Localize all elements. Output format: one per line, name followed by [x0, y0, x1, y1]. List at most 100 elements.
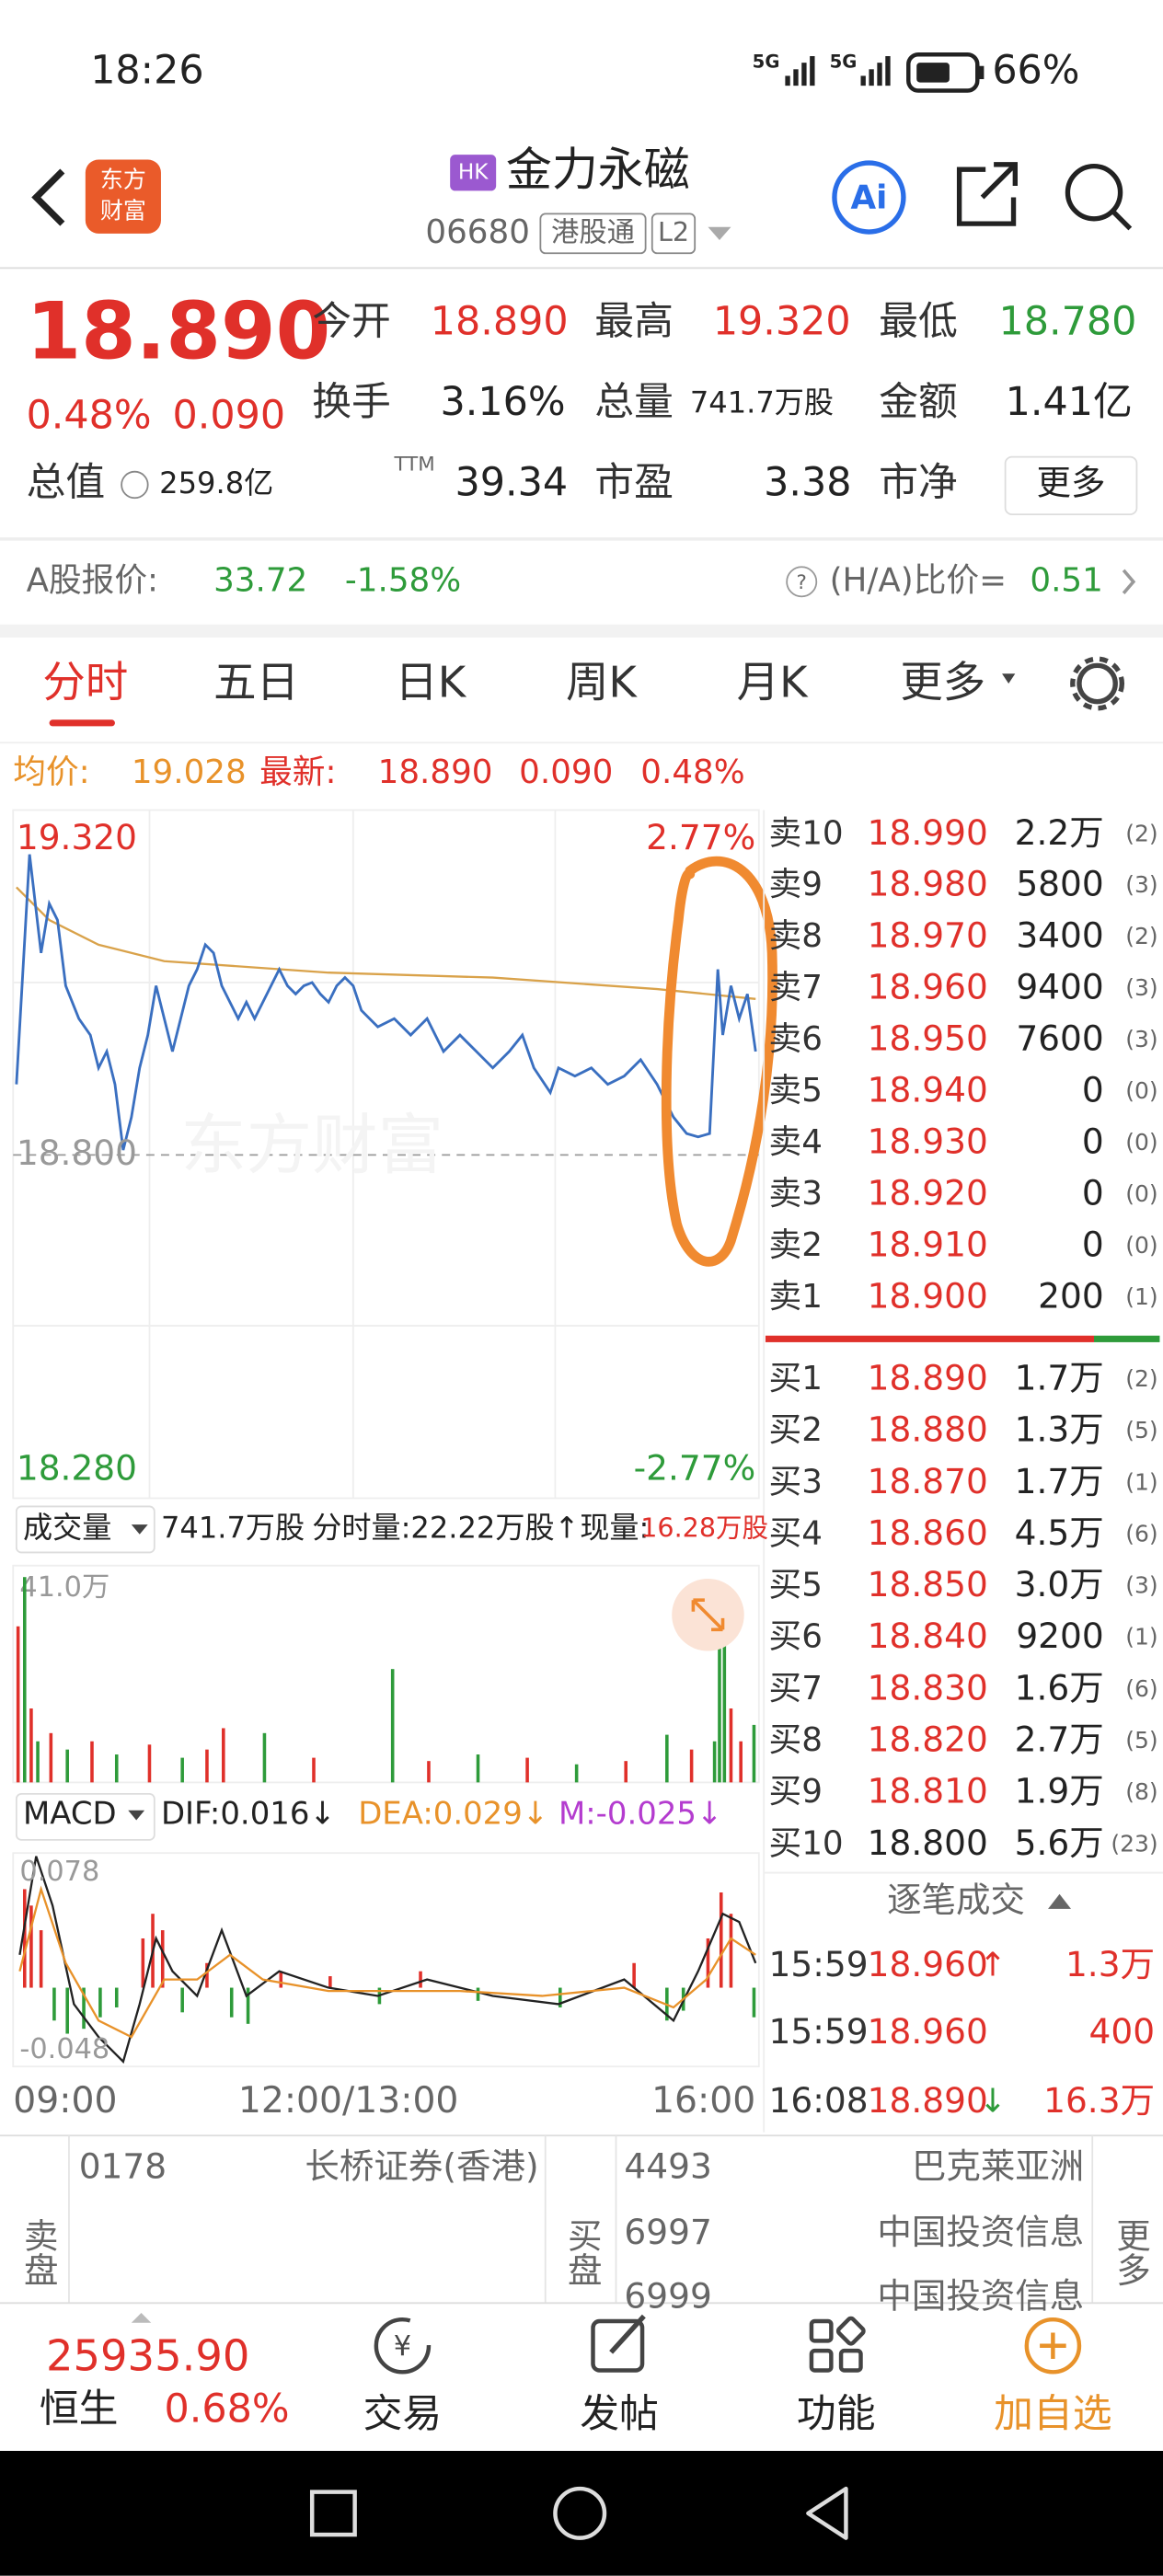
- book-volume: 3.0万: [1015, 1564, 1104, 1604]
- add-watchlist-icon[interactable]: [1024, 2317, 1082, 2375]
- trades-title: 逐笔成交: [887, 1880, 1025, 1920]
- macd-frame: [12, 1852, 760, 2068]
- function-icon[interactable]: [809, 2316, 866, 2373]
- quote-label: 市净: [879, 459, 958, 505]
- book-level: 买9: [769, 1773, 823, 1811]
- book-count: (3): [1125, 1572, 1157, 1599]
- quote-label: 总量: [594, 379, 674, 425]
- book-price: 18.950: [868, 1018, 988, 1059]
- info-icon[interactable]: [121, 470, 149, 500]
- book-count: (6): [1125, 1520, 1157, 1547]
- price-line: [15, 854, 757, 1151]
- book-level: 买5: [769, 1567, 823, 1604]
- nav-label[interactable]: 交易: [363, 2391, 443, 2437]
- book-level: 买3: [769, 1463, 823, 1501]
- a-share-change: -1.58%: [345, 561, 461, 599]
- more-button[interactable]: [1004, 455, 1138, 516]
- sort-icon[interactable]: [1048, 1893, 1072, 1909]
- post-icon[interactable]: [591, 2314, 646, 2373]
- chevron[interactable]: [1122, 569, 1136, 594]
- volume-frame: [12, 1564, 760, 1784]
- book-price: 18.990: [868, 812, 988, 853]
- macd-m: M:-0.025↓: [558, 1796, 722, 1832]
- tab[interactable]: 更多: [900, 657, 985, 707]
- broker-name: 巴克莱亚洲: [912, 2145, 1084, 2186]
- book-price: 18.840: [868, 1616, 988, 1656]
- trade-time: 15:59: [769, 1944, 869, 1984]
- market-badge: [450, 155, 497, 191]
- book-price: 18.830: [868, 1667, 988, 1708]
- book-volume: 3400: [1016, 915, 1103, 956]
- book-level: 卖7: [769, 969, 823, 1006]
- volume-selector[interactable]: [15, 1505, 155, 1554]
- trade-icon[interactable]: ¥: [374, 2317, 432, 2375]
- dropdown-icon: [1002, 673, 1016, 684]
- quote-label: 总值: [27, 459, 106, 505]
- indicator-selector[interactable]: [15, 1792, 155, 1841]
- book-level: 买10: [769, 1824, 844, 1862]
- book-volume: 2.7万: [1015, 1719, 1104, 1760]
- tab[interactable]: 分时: [42, 657, 128, 707]
- network-label: 5G: [753, 52, 780, 73]
- book-volume: 0: [1082, 1070, 1104, 1110]
- search-button[interactable]: [1065, 163, 1133, 231]
- ai-button[interactable]: [832, 160, 906, 235]
- macd-dea: DEA:0.029↓: [358, 1796, 548, 1832]
- share-button[interactable]: [956, 162, 1018, 226]
- book-volume: 0: [1082, 1121, 1104, 1162]
- book-count: (1): [1125, 1468, 1157, 1495]
- sell-pressure-bar: [765, 1335, 1095, 1342]
- book-level: 卖2: [769, 1226, 823, 1264]
- broker-more[interactable]: 更多: [1111, 2217, 1151, 2286]
- buy-side-label: 买盘: [562, 2217, 603, 2286]
- app-logo: [85, 159, 161, 234]
- help-icon[interactable]: [786, 566, 818, 598]
- trade-direction: ↑: [979, 1946, 1007, 1984]
- broker-id: 0178: [79, 2145, 167, 2186]
- book-price: 18.900: [868, 1275, 988, 1316]
- quote-value: 39.34: [455, 459, 569, 505]
- trade-price: 18.960: [868, 2011, 988, 2052]
- book-count: (5): [1125, 1417, 1157, 1443]
- back-button[interactable]: [31, 168, 65, 226]
- nav-label[interactable]: 功能: [797, 2391, 876, 2437]
- current-volume-label: 现量:: [580, 1510, 649, 1545]
- trade-price: 18.890: [868, 2080, 988, 2121]
- index-change: 0.68%: [165, 2386, 290, 2432]
- book-level: 买1: [769, 1360, 823, 1397]
- axis-low: 18.280: [17, 1448, 137, 1489]
- trade-volume: 400: [1089, 2011, 1156, 2052]
- expand-handle[interactable]: [131, 2313, 152, 2323]
- recents-button[interactable]: [309, 2490, 357, 2537]
- quote-value: 259.8亿: [159, 466, 273, 500]
- tab[interactable]: 月K: [737, 657, 809, 707]
- time-label: 12:00/13:00: [238, 2080, 459, 2122]
- macd-label: MACD: [23, 1796, 117, 1832]
- settings-button[interactable]: [1070, 656, 1125, 711]
- book-volume: 2.2万: [1015, 812, 1104, 853]
- axis-high-percent: 2.77%: [646, 817, 755, 857]
- nav-label[interactable]: 加自选: [994, 2391, 1111, 2437]
- book-volume: 0: [1082, 1173, 1104, 1213]
- quote-fields: 今开 18.890 最高 19.320 最低 18.780 换手 3.16% 总量 741.7万股…: [27, 299, 1137, 506]
- back-nav-button[interactable]: [806, 2486, 848, 2540]
- section-gap: [0, 624, 1163, 638]
- avg-label: 均价:: [13, 753, 89, 791]
- book-volume: 5.6万: [1015, 1823, 1104, 1863]
- book-level: 买2: [769, 1411, 823, 1449]
- tab[interactable]: 日K: [395, 657, 466, 707]
- dropdown-icon: [128, 1810, 145, 1821]
- tab[interactable]: 周K: [566, 657, 638, 707]
- latest-price: 18.890: [378, 753, 493, 791]
- broker-grid: [68, 2135, 1094, 2304]
- book-count: (0): [1125, 1232, 1157, 1259]
- dropdown-icon[interactable]: [708, 226, 731, 240]
- buy-pressure-bar: [1094, 1335, 1160, 1342]
- nav-label[interactable]: 发帖: [580, 2391, 659, 2437]
- book-volume: 1.7万: [1015, 1461, 1104, 1501]
- home-button[interactable]: [553, 2486, 607, 2540]
- tab[interactable]: 五日: [213, 657, 299, 707]
- book-count: (3): [1125, 1026, 1157, 1052]
